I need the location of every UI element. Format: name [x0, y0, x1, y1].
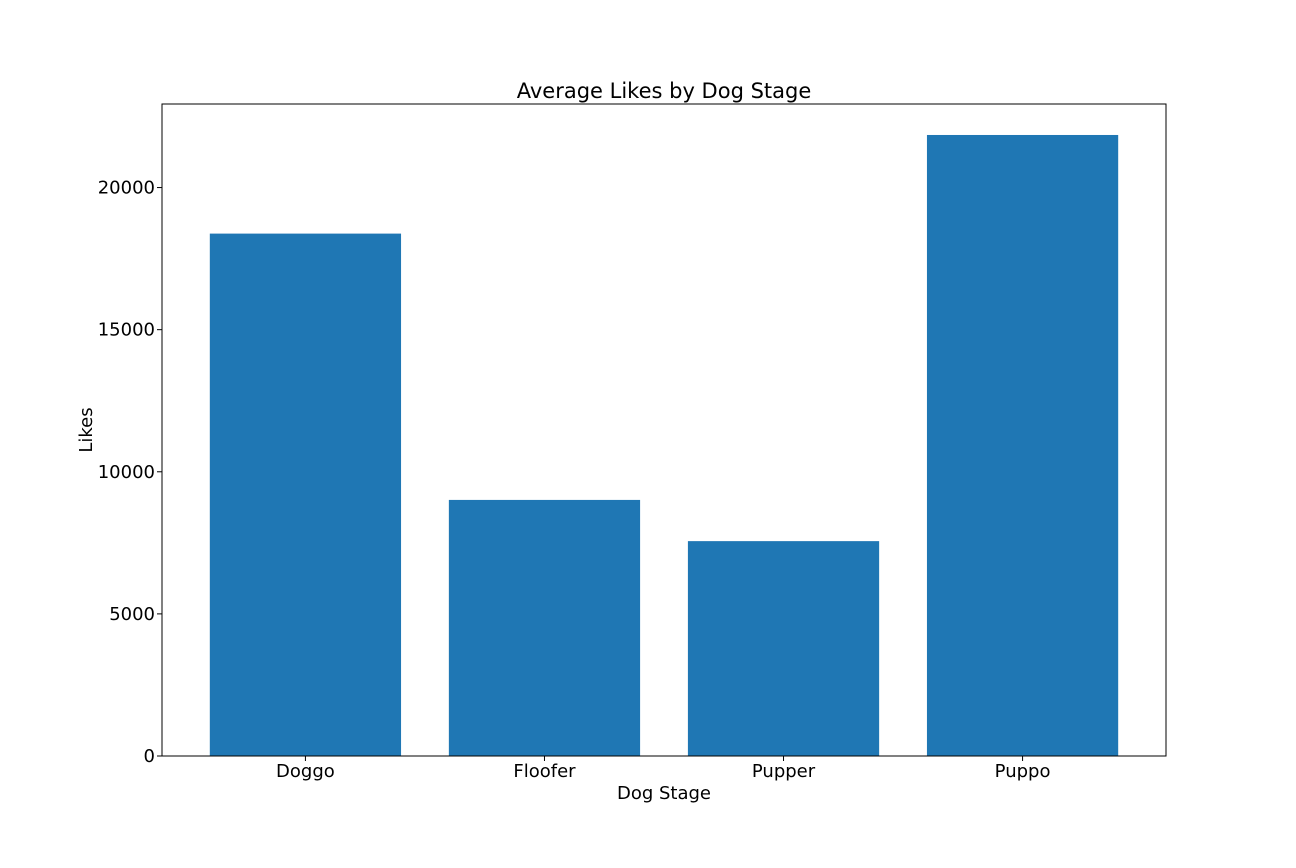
y-tick-label: 15000 — [98, 320, 155, 341]
bar-doggo — [209, 233, 402, 756]
plot-frame — [161, 103, 1167, 757]
y-axis-ticks: 0 5000 10000 15000 20000 — [98, 178, 162, 767]
x-tick-label-puppo: Puppo — [995, 761, 1051, 782]
bars-layer — [209, 134, 1119, 756]
x-tick-label-pupper: Pupper — [752, 761, 816, 782]
y-tick-label: 10000 — [98, 462, 155, 483]
x-tick-label-floofer: Floofer — [513, 761, 576, 782]
bar-floofer — [448, 499, 641, 756]
y-tick-label: 20000 — [98, 178, 155, 199]
x-tick-label-doggo: Doggo — [276, 761, 335, 782]
y-tick-label: 5000 — [109, 604, 155, 625]
y-axis-label: Likes — [76, 407, 97, 452]
bar-pupper — [687, 541, 880, 756]
bar-puppo — [926, 134, 1119, 756]
chart-title: Average Likes by Dog Stage — [517, 79, 812, 103]
x-axis-label: Dog Stage — [617, 783, 711, 804]
y-tick-label: 0 — [144, 746, 155, 767]
x-axis-ticks: Doggo Floofer Pupper Puppo — [276, 756, 1050, 782]
